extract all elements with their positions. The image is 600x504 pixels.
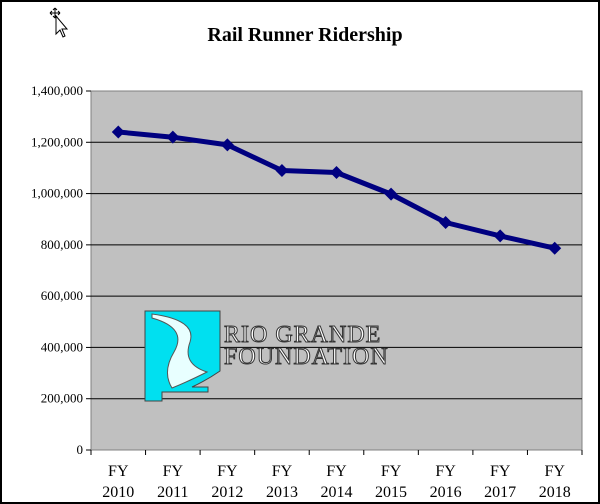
x-tick-label: FY (108, 463, 129, 480)
data-point (330, 166, 343, 180)
y-tick-label: 1,400,000 (31, 83, 83, 98)
x-tick-label: 2017 (484, 484, 516, 501)
y-tick-label: 0 (77, 442, 84, 457)
x-tick-label: 2018 (539, 484, 571, 501)
data-point (384, 187, 398, 201)
x-tick-label: FY (217, 463, 238, 480)
data-point (220, 138, 234, 152)
x-tick-label: 2013 (266, 484, 298, 501)
x-tick-label: FY (544, 463, 565, 480)
x-tick-label: 2012 (211, 484, 243, 501)
x-tick-label: 2010 (102, 484, 134, 501)
data-point (548, 241, 562, 255)
x-tick-label: 2014 (321, 484, 353, 501)
x-tick-label: FY (381, 463, 402, 480)
chart-title: Rail Runner Ridership (207, 24, 402, 46)
mouse-cursor-icon (49, 7, 69, 38)
x-tick-label: FY (490, 463, 511, 480)
y-tick-label: 200,000 (41, 391, 83, 406)
y-tick-label: 1,200,000 (31, 134, 83, 149)
plot-area (90, 90, 583, 451)
x-tick-label: FY (272, 463, 293, 480)
y-axis-ticks: 0 200,000 400,000 600,000 800,000 1,000,000 1,… (31, 83, 91, 457)
y-tick-label: 1,000,000 (31, 186, 83, 201)
x-tick-label: FY (435, 463, 456, 480)
logo-river-icon (151, 313, 209, 389)
y-tick-label: 800,000 (41, 237, 83, 252)
data-point (439, 216, 453, 230)
rio-grande-foundation-logo: RIO GRANDE FOUNDATION (144, 310, 389, 402)
x-tick-label: 2015 (375, 484, 407, 501)
series-markers (111, 125, 562, 255)
y-tick-label: 600,000 (41, 288, 83, 303)
x-tick-label: 2016 (430, 484, 462, 501)
data-point (493, 229, 507, 243)
logo-line2: FOUNDATION (224, 344, 389, 370)
x-tick-label: 2011 (157, 484, 188, 501)
logo-line1: RIO GRANDE (224, 322, 381, 348)
x-tick-label: FY (326, 463, 347, 480)
data-point (166, 130, 180, 144)
y-tick-label: 400,000 (41, 339, 83, 354)
x-tick-label: FY (163, 463, 184, 480)
data-point (275, 163, 289, 177)
x-axis-ticks: FY 2010 FY 2011 FY 2012 FY 2013 FY 2014 FY 2015 FY 20… (90, 450, 583, 501)
